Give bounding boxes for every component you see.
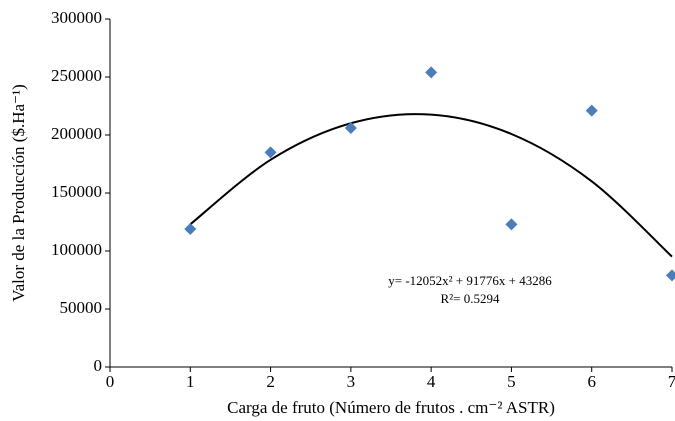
x-axis-label: Carga de fruto (Número de frutos . cm⁻² … — [227, 398, 555, 417]
y-tick-label: 150000 — [51, 182, 102, 201]
y-tick-label: 250000 — [51, 66, 102, 85]
trendline — [189, 113, 673, 258]
x-tick-label: 1 — [186, 372, 195, 391]
r-squared: R²= 0.5294 — [441, 291, 500, 306]
y-tick-label: 300000 — [51, 8, 102, 27]
x-tick-label: 5 — [507, 372, 516, 391]
x-tick-label: 6 — [587, 372, 596, 391]
data-point — [344, 122, 357, 135]
x-tick-label: 4 — [427, 372, 436, 391]
y-tick-label: 100000 — [51, 240, 102, 259]
y-axis-label: Valor de la Producción ($.Ha⁻¹) — [9, 84, 28, 302]
data-point — [184, 222, 197, 235]
equation: y= -12052x² + 91776x + 43286 — [388, 273, 552, 288]
data-point — [666, 269, 675, 282]
x-tick-label: 7 — [668, 372, 675, 391]
data-point — [505, 218, 518, 231]
y-tick-label: 50000 — [60, 298, 103, 317]
data-point — [585, 104, 598, 117]
x-tick-label: 3 — [347, 372, 356, 391]
y-tick-label: 0 — [94, 356, 103, 375]
data-point — [425, 66, 438, 79]
x-tick-label: 0 — [106, 372, 115, 391]
data-point — [264, 146, 277, 159]
x-tick-label: 2 — [266, 372, 275, 391]
y-tick-label: 200000 — [51, 124, 102, 143]
